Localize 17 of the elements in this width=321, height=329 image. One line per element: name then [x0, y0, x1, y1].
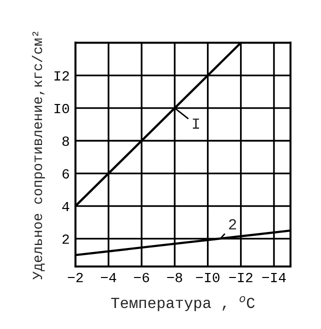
x-tick-label: −8 [167, 272, 182, 282]
y-tick-label: 2 [62, 234, 69, 244]
y-axis-title: Удельное сопротивление,кгс/см² [32, 32, 45, 280]
y-tick-label: 8 [62, 136, 69, 146]
x-tick-label: −I4 [262, 272, 286, 282]
x-tick-label: −I0 [196, 272, 220, 282]
x-tick-label: −6 [134, 272, 150, 282]
annotation: I [192, 118, 200, 129]
y-tick-label: I0 [54, 104, 70, 114]
y-tick-label: I2 [54, 71, 69, 80]
x-tick-label: −I2 [229, 272, 252, 282]
y-tick-label: 4 [62, 202, 70, 212]
x-tick-label: −4 [100, 272, 116, 282]
y-tick-label: 6 [62, 169, 69, 179]
x-axis-title: Температура , $^{o}$C [111, 296, 255, 312]
x-tick-label: −2 [68, 272, 83, 282]
annotation: 2 [229, 219, 236, 230]
